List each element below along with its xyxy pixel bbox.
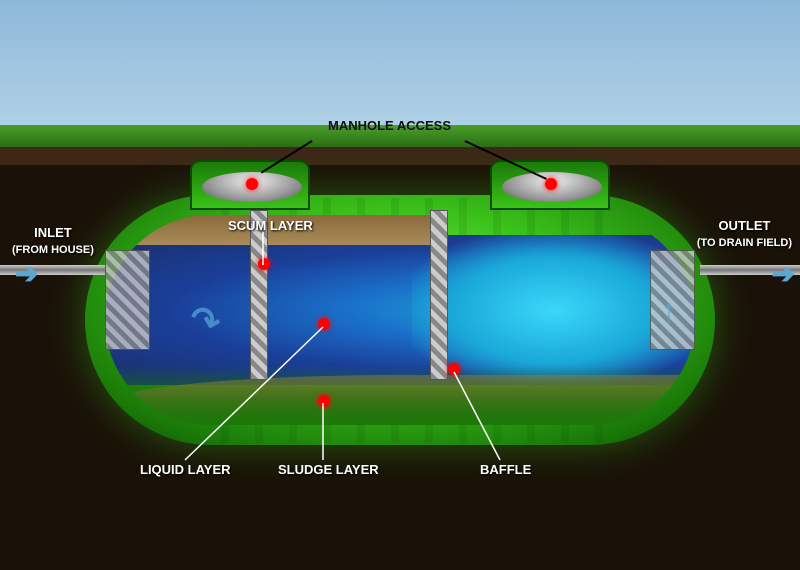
callout-dot	[545, 178, 557, 190]
tank-floor-glow	[105, 365, 695, 425]
label-sludge: SLUDGE LAYER	[278, 462, 379, 478]
flow-arrow-icon: ↑	[660, 290, 678, 332]
label-manhole: MANHOLE ACCESS	[328, 118, 451, 134]
inlet-baffle	[250, 210, 268, 380]
label-baffle: BAFFLE	[480, 462, 531, 478]
inlet-tee	[105, 250, 150, 350]
label-text: (FROM HOUSE)	[12, 244, 94, 256]
arrow-icon: ➔	[15, 257, 38, 290]
topsoil	[0, 147, 800, 165]
callout-dot	[318, 395, 330, 407]
label-inlet: INLET (FROM HOUSE)	[12, 225, 94, 257]
outlet-baffle	[430, 210, 448, 380]
callout-dot	[258, 258, 270, 270]
label-scum: SCUM LAYER	[228, 218, 313, 234]
arrow-icon: ➔	[772, 257, 795, 290]
callout-dot	[318, 318, 330, 330]
label-text: (TO DRAIN FIELD)	[697, 237, 792, 249]
septic-tank-diagram: ➔ ➔ ↷ ↑ MANHOLE ACCESS INLET (FROM HOUSE…	[0, 0, 800, 570]
callout-dot	[246, 178, 258, 190]
label-liquid: LIQUID LAYER	[140, 462, 231, 478]
label-text: INLET	[34, 225, 72, 240]
label-outlet: OUTLET (TO DRAIN FIELD)	[697, 218, 792, 250]
label-text: OUTLET	[718, 218, 770, 233]
callout-dot	[448, 363, 460, 375]
